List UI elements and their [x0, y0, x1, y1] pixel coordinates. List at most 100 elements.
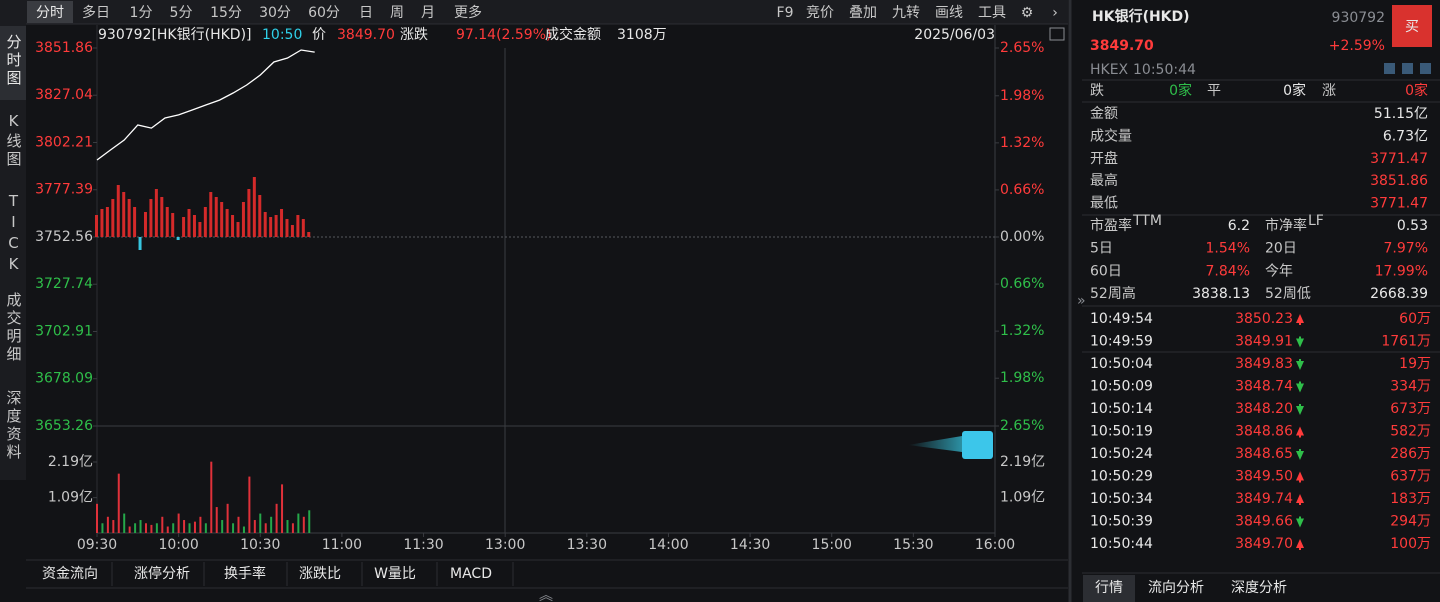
stat-label: 最低 [1090, 196, 1118, 212]
indicator-tab[interactable]: 资金流向 [42, 566, 98, 582]
breadth-label: 平 [1207, 83, 1221, 99]
panel-tab[interactable]: 行情 [1095, 580, 1123, 596]
period-tab[interactable]: 日 [359, 5, 373, 21]
next-icon[interactable]: › [1052, 5, 1058, 21]
change: 97.14(2.59%) [456, 27, 551, 43]
period-tab[interactable]: 15分 [210, 5, 242, 21]
trade-volume: 286万 [1390, 446, 1431, 462]
period-tab[interactable]: 30分 [259, 5, 291, 21]
stat-label: 成交量 [1090, 127, 1132, 144]
trade-arrow [1296, 539, 1304, 550]
trade-price: 3849.66 [1235, 514, 1293, 530]
strength-bar [149, 198, 153, 237]
side-tab[interactable]: 分时图 [5, 34, 23, 88]
volume-bar [308, 510, 311, 533]
volume-bar [210, 461, 213, 533]
period-tab[interactable]: 月 [421, 5, 435, 21]
x-tick-label: 13:00 [485, 537, 525, 553]
tool-button[interactable]: 叠加 [849, 5, 877, 21]
volume-tick-label: 2.19亿 [48, 454, 93, 470]
trade-time: 10:50:24 [1090, 446, 1153, 462]
tool-button[interactable]: 画线 [935, 5, 963, 21]
volume-bar [161, 516, 164, 533]
side-tab[interactable]: TICK [5, 192, 23, 276]
panel-tab[interactable]: 深度分析 [1231, 580, 1287, 596]
strength-bar [280, 209, 284, 237]
period-tab[interactable]: 1分 [130, 5, 153, 21]
strength-bar [220, 201, 224, 237]
x-tick-label: 09:30 [77, 537, 117, 553]
buy-label[interactable]: 买 [1405, 19, 1419, 35]
period-tab[interactable]: 周 [390, 5, 404, 21]
strength-bar [214, 196, 218, 237]
icon[interactable] [1384, 63, 1395, 74]
trade-time: 10:50:14 [1090, 401, 1153, 417]
y2-tick-label: 1.98% [1000, 370, 1044, 386]
volume-bar [188, 523, 191, 533]
trade-time: 10:50:29 [1090, 469, 1153, 485]
metric-value: 7.84% [1206, 263, 1250, 279]
period-tab[interactable]: 分时 [36, 5, 64, 21]
tool-button[interactable]: F9 [777, 5, 794, 21]
collapse-arrow[interactable]: ︽ [539, 588, 553, 602]
strength-bar [247, 188, 251, 237]
trade-volume: 100万 [1390, 536, 1431, 552]
symbol: 930792[HK银行(HKD)] [98, 27, 252, 43]
expand-arrow[interactable]: » [1077, 293, 1086, 309]
stat-label: 开盘 [1090, 150, 1118, 167]
period-tab[interactable]: 5分 [170, 5, 193, 21]
panel-tab[interactable]: 流向分析 [1148, 580, 1204, 596]
period-tab[interactable]: 60分 [308, 5, 340, 21]
indicator-tab[interactable]: MACD [450, 566, 492, 582]
tool-button[interactable]: 竞价 [806, 4, 834, 21]
side-tab[interactable]: 深度资料 [5, 390, 23, 462]
side-tab[interactable]: 成交明细 [5, 292, 23, 364]
breadth-value: 0家 [1283, 82, 1306, 99]
volume-bar [270, 516, 273, 533]
tool-button[interactable]: 工具 [978, 5, 1006, 21]
strength-bar [198, 222, 202, 237]
strength-bar [203, 207, 207, 237]
volume-bar [199, 516, 202, 533]
stat-value: 3771.47 [1370, 196, 1428, 212]
indicator-tab[interactable]: 涨停分析 [134, 565, 190, 582]
indicator-tab[interactable]: 涨跌比 [299, 566, 341, 582]
volume-bar [128, 526, 131, 533]
side-tab[interactable]: K线图 [5, 112, 23, 169]
trade-volume: 19万 [1399, 356, 1431, 372]
icon[interactable] [1402, 63, 1413, 74]
tab-active [1083, 575, 1135, 602]
strength-bar [301, 218, 305, 237]
strength-bar [285, 218, 289, 237]
tool-button[interactable]: 九转 [892, 5, 920, 21]
indicator-tab[interactable]: 换手率 [224, 565, 266, 582]
strength-bar [143, 211, 147, 237]
volume-bar [101, 523, 104, 533]
y2-tick-label: 1.98% [1000, 88, 1044, 104]
buy-button[interactable] [1392, 5, 1432, 47]
name: HK银行(HKD) [1092, 8, 1190, 25]
y-tick-label: 3777.39 [35, 182, 93, 198]
x-tick-label: 13:30 [567, 537, 607, 553]
y-tick-label: 3752.56 [35, 229, 93, 245]
decoration[interactable] [962, 431, 993, 459]
trade-price: 3848.86 [1235, 424, 1293, 440]
strength-bar [236, 222, 240, 237]
volume-bar [117, 473, 120, 533]
period-tab[interactable]: 多日 [82, 4, 110, 21]
volume-tick-label: 2.19亿 [1000, 454, 1045, 470]
icon[interactable] [1049, 27, 1065, 41]
period-tab[interactable]: 更多 [454, 4, 482, 21]
breadth-value: 0家 [1169, 82, 1192, 99]
indicator-tab[interactable]: W量比 [374, 566, 416, 582]
metric-label: 今年 [1265, 263, 1293, 279]
icon[interactable] [1420, 63, 1431, 74]
stat-value: 6.73亿 [1383, 128, 1428, 144]
trade-time: 10:50:19 [1090, 424, 1153, 440]
change-pct: +2.59% [1329, 38, 1385, 54]
period-active [27, 1, 73, 23]
y2-tick-label: 1.32% [1000, 135, 1044, 151]
strength-bar [133, 207, 137, 237]
metric-label: 5日 [1090, 241, 1113, 257]
settings-icon[interactable]: ⚙ [1021, 5, 1034, 21]
